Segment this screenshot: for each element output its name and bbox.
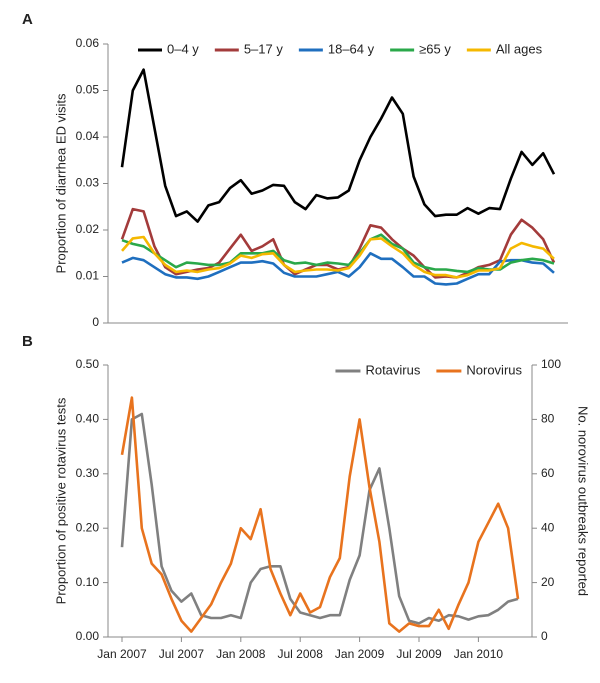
x-tick-label: Jan 2008 bbox=[216, 647, 266, 661]
y-tick-label: 0.06 bbox=[76, 36, 100, 50]
y-tick-label: 0 bbox=[92, 315, 99, 329]
y-tick-label: 0.03 bbox=[76, 176, 100, 190]
y-tick-label: 0.30 bbox=[76, 466, 100, 480]
series-line bbox=[120, 396, 520, 633]
y-tick-label: 0.01 bbox=[76, 269, 100, 283]
x-tick-label: Jul 2009 bbox=[396, 647, 442, 661]
y2-tick-label: 60 bbox=[541, 466, 555, 480]
y2-tick-label: 100 bbox=[541, 357, 561, 371]
legend-label: ≥65 y bbox=[419, 41, 451, 56]
panel-label: B bbox=[22, 333, 33, 350]
y-tick-label: 0.00 bbox=[76, 629, 100, 643]
y2-tick-label: 40 bbox=[541, 520, 555, 534]
legend-label: Rotavirus bbox=[365, 362, 420, 377]
y-tick-label: 0.20 bbox=[76, 520, 100, 534]
series-line bbox=[120, 68, 556, 223]
y2-tick-label: 20 bbox=[541, 575, 555, 589]
y2-axis-title: No. norovirus outbreaks reported bbox=[576, 406, 591, 596]
x-tick-label: Jan 2007 bbox=[97, 647, 147, 661]
y2-tick-label: 0 bbox=[541, 629, 548, 643]
y2-tick-label: 80 bbox=[541, 412, 555, 426]
y-tick-label: 0.02 bbox=[76, 222, 100, 236]
y-axis-title: Proportion of diarrhea ED visits bbox=[53, 93, 68, 273]
y-tick-label: 0.50 bbox=[76, 357, 100, 371]
series-line bbox=[120, 412, 519, 625]
x-tick-label: Jan 2010 bbox=[454, 647, 504, 661]
series-line bbox=[120, 207, 556, 279]
y-tick-label: 0.05 bbox=[76, 83, 100, 97]
y-tick-label: 0.40 bbox=[76, 412, 100, 426]
series-line bbox=[121, 235, 555, 279]
x-tick-label: Jul 2008 bbox=[278, 647, 324, 661]
y-axis-title: Proportion of positive rotavirus tests bbox=[53, 397, 68, 604]
legend-label: 5–17 y bbox=[244, 41, 284, 56]
series-line bbox=[121, 252, 555, 286]
series-line bbox=[121, 233, 555, 274]
y-tick-label: 0.10 bbox=[76, 575, 100, 589]
legend-label: 0–4 y bbox=[167, 41, 199, 56]
panel-label: A bbox=[22, 11, 33, 28]
legend-label: Norovirus bbox=[466, 362, 522, 377]
legend-label: All ages bbox=[496, 41, 543, 56]
y-tick-label: 0.04 bbox=[76, 129, 100, 143]
legend-label: 18–64 y bbox=[328, 41, 375, 56]
x-tick-label: Jul 2007 bbox=[159, 647, 205, 661]
x-tick-label: Jan 2009 bbox=[335, 647, 385, 661]
